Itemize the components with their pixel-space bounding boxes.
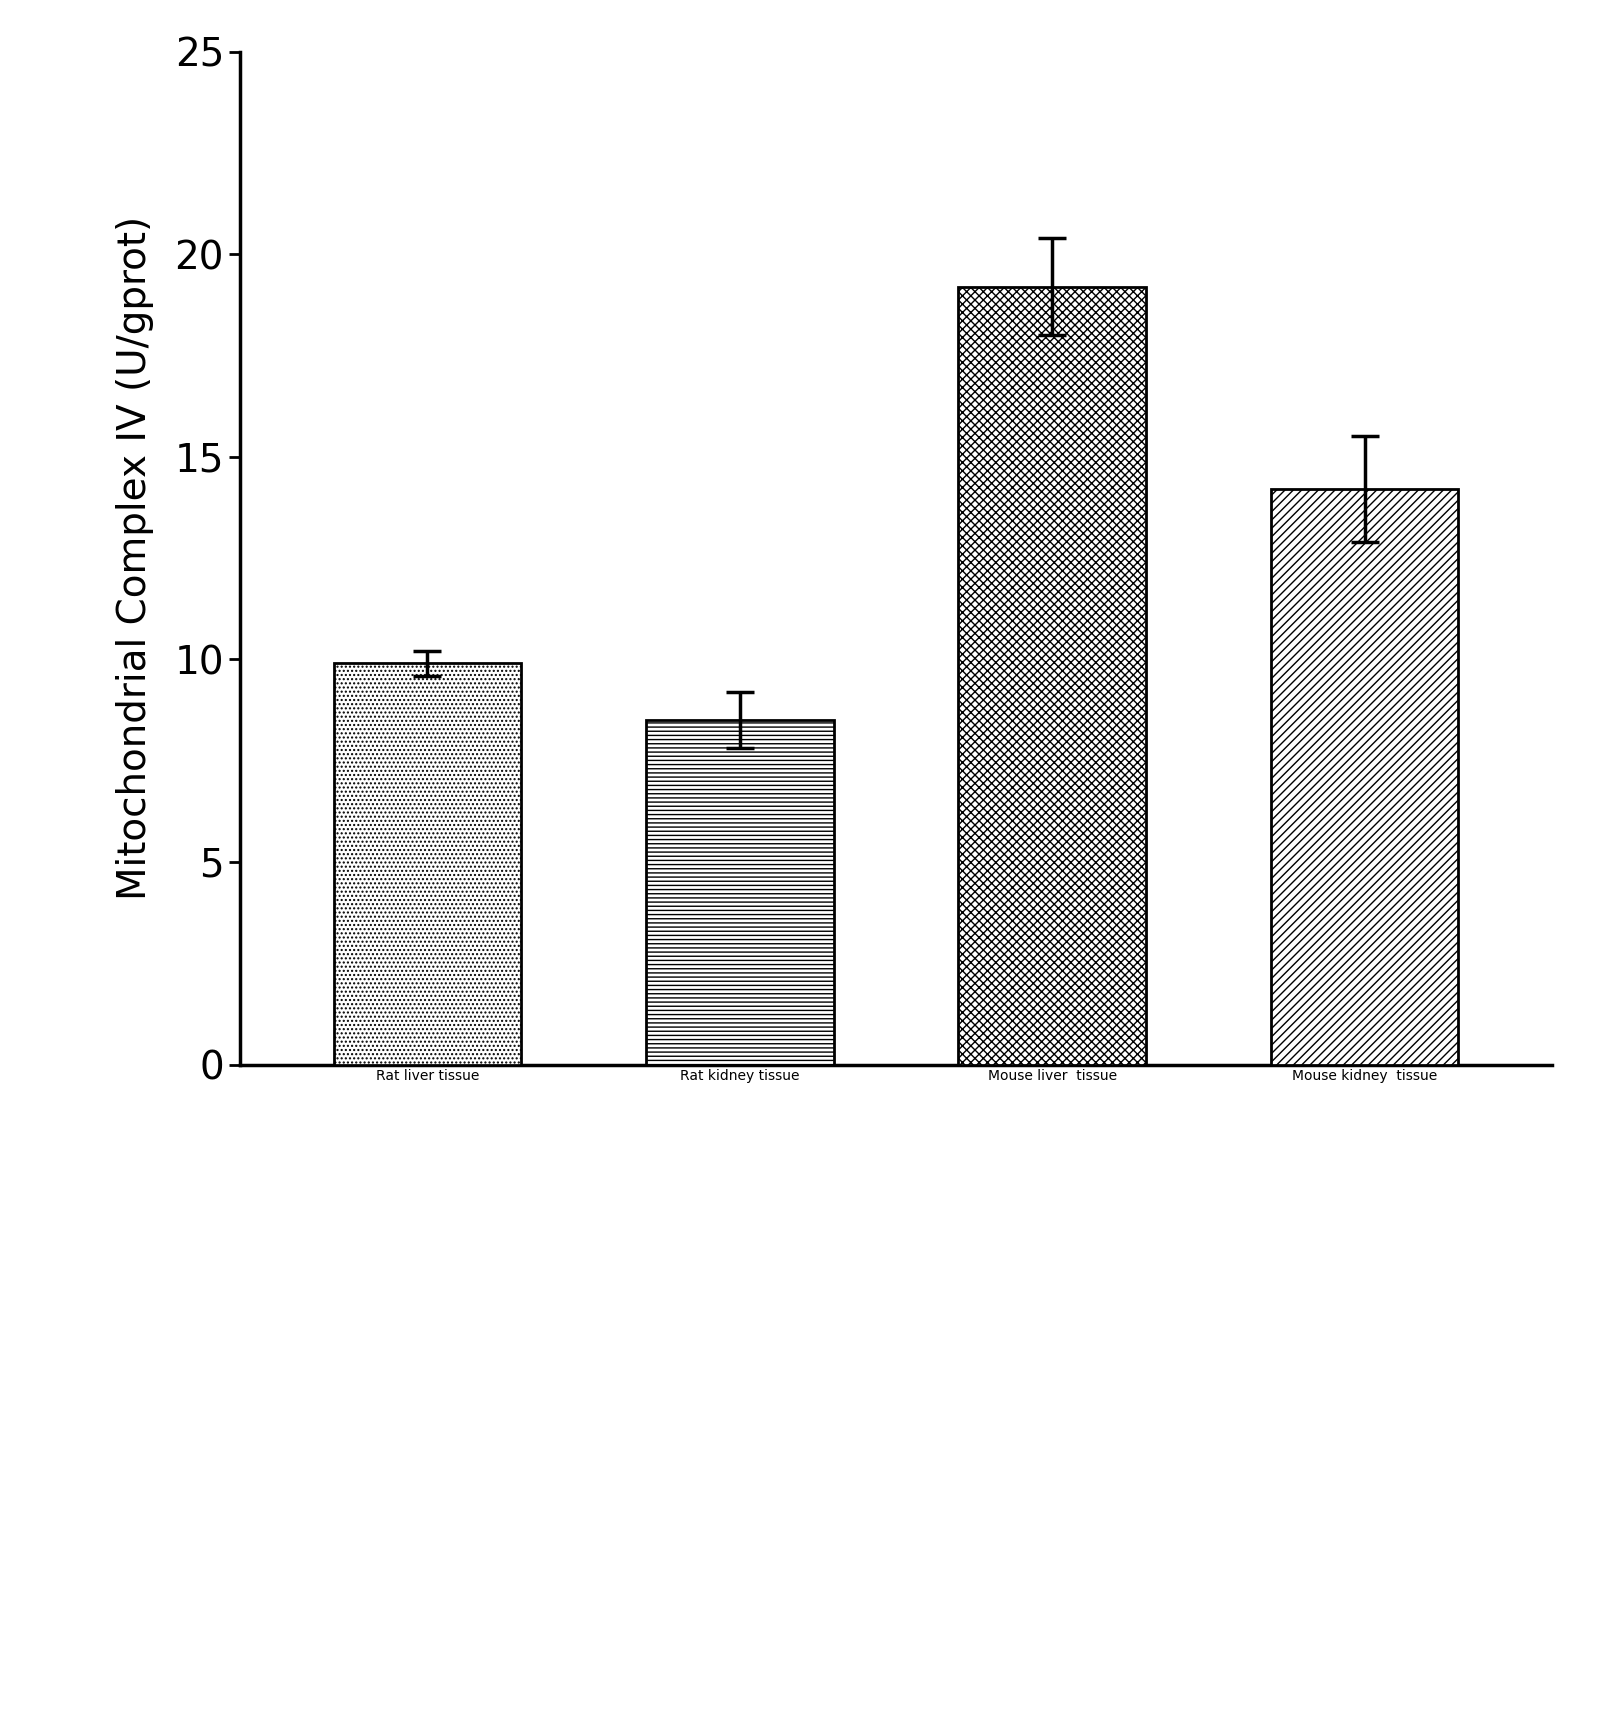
- Bar: [1270, 489, 1458, 1065]
- Bar: [958, 287, 1146, 1065]
- Y-axis label: Mitochondrial Complex IV (U/gprot): Mitochondrial Complex IV (U/gprot): [115, 216, 154, 900]
- Bar: [334, 663, 522, 1065]
- Bar: [646, 719, 834, 1065]
